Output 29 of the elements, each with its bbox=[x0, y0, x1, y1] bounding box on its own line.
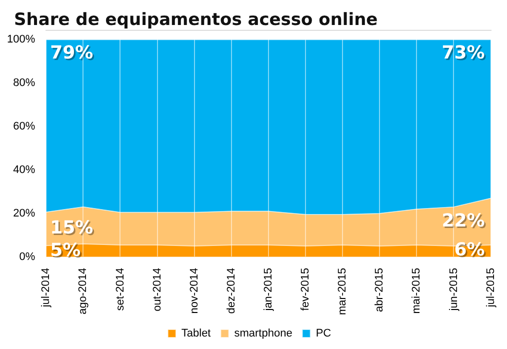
chart-title: Share de equipamentos acesso online bbox=[14, 10, 378, 30]
x-tick-label: jul-2014 bbox=[40, 268, 52, 308]
x-tick-label: jul-2015 bbox=[484, 268, 497, 308]
x-tick-label: out-2014 bbox=[151, 268, 164, 312]
y-tick-label: 40% bbox=[13, 164, 36, 176]
y-tick-label: 20% bbox=[13, 207, 36, 220]
y-tick-label: 100% bbox=[6, 34, 36, 46]
x-tick-label: mai-2015 bbox=[410, 268, 423, 314]
y-tick-label: 60% bbox=[13, 120, 36, 133]
x-tick-label: fev-2015 bbox=[300, 268, 312, 311]
data-label: 22% bbox=[442, 210, 485, 232]
data-label: 5% bbox=[50, 240, 81, 261]
x-tick-label: dez-2014 bbox=[225, 268, 238, 314]
x-tick-label: set-2014 bbox=[114, 268, 126, 311]
legend-label: Tablet bbox=[181, 328, 211, 340]
data-label: 15% bbox=[50, 218, 94, 239]
data-label: 73% bbox=[443, 44, 486, 65]
legend-label: smartphone bbox=[234, 328, 292, 340]
data-label: 79% bbox=[50, 42, 94, 64]
x-tick-label: mar-2015 bbox=[336, 268, 349, 315]
x-tick-label: jan-2015 bbox=[262, 268, 274, 312]
x-tick-label: ago-2014 bbox=[77, 268, 90, 314]
y-tick-label: 80% bbox=[13, 77, 36, 90]
y-tick-label: 0% bbox=[19, 250, 36, 263]
x-tick-label: jun-2015 bbox=[448, 268, 460, 312]
x-tick-label: abr-2015 bbox=[374, 268, 386, 312]
data-label: 6% bbox=[456, 241, 486, 262]
x-tick-label: nov-2014 bbox=[188, 268, 200, 314]
legend-label: PC bbox=[316, 328, 332, 340]
